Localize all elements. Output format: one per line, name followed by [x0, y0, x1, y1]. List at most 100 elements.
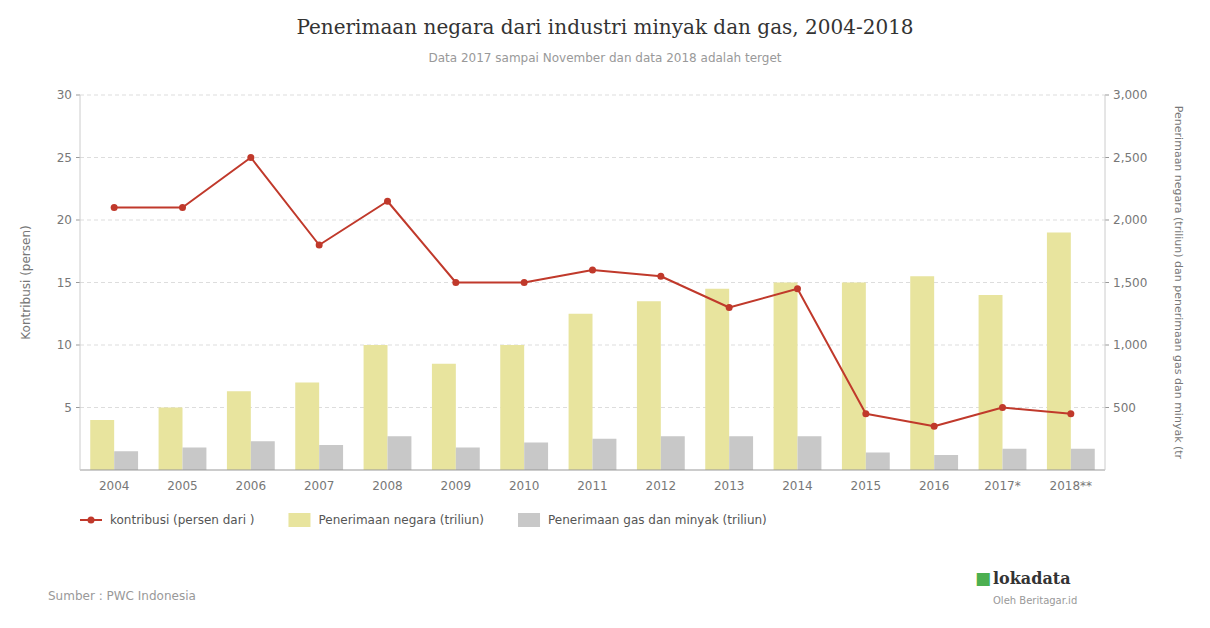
- y2-axis-line: [1105, 95, 1106, 470]
- bar: [432, 364, 456, 470]
- bar: [227, 391, 251, 470]
- bar: [500, 345, 524, 470]
- y-tick: [76, 407, 80, 408]
- line-marker: [316, 242, 323, 249]
- bar: [251, 441, 275, 470]
- y-tick-label: 15: [57, 276, 72, 290]
- bar: [388, 436, 412, 470]
- grid-line: [80, 157, 1105, 158]
- grid-line: [80, 95, 1105, 96]
- line-marker: [521, 279, 528, 286]
- x-tick-label: 2017*: [984, 479, 1021, 493]
- bar: [729, 436, 753, 470]
- y2-axis-label: Penerimaan negara (triliun) dan penerima…: [1172, 106, 1185, 460]
- grid-line: [80, 220, 1105, 221]
- y2-tick: [1105, 345, 1109, 346]
- bar: [1071, 449, 1095, 470]
- legend-swatch: [88, 517, 95, 524]
- bar: [979, 295, 1003, 470]
- y2-tick: [1105, 407, 1109, 408]
- legend-label: kontribusi (persen dari ): [110, 513, 254, 527]
- y2-tick: [1105, 95, 1109, 96]
- annotation: ■: [975, 568, 991, 588]
- bar-series: [114, 436, 1095, 470]
- bar: [159, 408, 183, 471]
- bar: [524, 443, 548, 471]
- y-tick-label: 25: [57, 151, 72, 165]
- x-tick-label: 2014: [782, 479, 813, 493]
- x-tick-label: 2012: [646, 479, 677, 493]
- line-marker: [794, 285, 801, 292]
- line-marker: [179, 204, 186, 211]
- title: Penerimaan negara dari industri minyak d…: [296, 15, 913, 39]
- y-tick: [76, 345, 80, 346]
- x-tick-label: 2018**: [1050, 479, 1093, 493]
- y-tick: [76, 220, 80, 221]
- line-marker: [452, 279, 459, 286]
- y-tick: [76, 157, 80, 158]
- x-tick-label: 2013: [714, 479, 745, 493]
- x-tick-label: 2010: [509, 479, 540, 493]
- annotation: Sumber : PWC Indonesia: [48, 589, 196, 603]
- legend-label: Penerimaan negara (triliun): [318, 513, 484, 527]
- legend-swatch: [518, 513, 540, 527]
- plot-area: [90, 154, 1095, 470]
- bar: [319, 445, 343, 470]
- line-marker: [862, 410, 869, 417]
- y2-tick-label: 3,000: [1113, 88, 1147, 102]
- bar: [910, 276, 934, 470]
- x-tick-label: 2011: [577, 479, 608, 493]
- annotation: Oleh Beritagar.id: [993, 595, 1077, 606]
- y-tick: [76, 95, 80, 96]
- bar: [456, 448, 480, 471]
- y-tick: [76, 282, 80, 283]
- line: [114, 158, 1071, 427]
- line-marker: [111, 204, 118, 211]
- y-tick-label: 10: [57, 338, 72, 352]
- y-axis-line: [80, 95, 81, 470]
- x-tick-label: 2004: [99, 479, 130, 493]
- line-marker: [726, 304, 733, 311]
- y2-tick-label: 1,500: [1113, 276, 1147, 290]
- annotation: lokadata: [993, 569, 1071, 588]
- x-tick-label: 2015: [851, 479, 882, 493]
- x-tick-label: 2006: [236, 479, 267, 493]
- line-marker: [589, 267, 596, 274]
- x-tick-label: 2016: [919, 479, 950, 493]
- bar: [1003, 449, 1027, 470]
- y2-tick-label: 2,000: [1113, 213, 1147, 227]
- bar: [774, 283, 798, 471]
- legend: kontribusi (persen dari ) Penerimaan nega…: [80, 513, 767, 527]
- y-tick-label: 20: [57, 213, 72, 227]
- y2-tick-label: 1,000: [1113, 338, 1147, 352]
- x-tick-label: 2007: [304, 479, 335, 493]
- bar-series: [90, 233, 1071, 471]
- bar: [866, 453, 890, 471]
- y2-tick: [1105, 282, 1109, 283]
- bar: [364, 345, 388, 470]
- y2-tick-label: 500: [1113, 401, 1136, 415]
- y2-tick: [1105, 157, 1109, 158]
- x-tick-label: 2009: [441, 479, 472, 493]
- line-marker: [931, 423, 938, 430]
- chart: Penerimaan negara dari industri minyak d…: [0, 0, 1210, 628]
- bar: [90, 420, 114, 470]
- bar: [183, 448, 207, 471]
- bar: [593, 439, 617, 470]
- bar: [569, 314, 593, 470]
- bar: [637, 301, 661, 470]
- legend-label: Penerimaan gas dan minyak (triliun): [548, 513, 767, 527]
- bar: [295, 383, 319, 471]
- line-marker: [1067, 410, 1074, 417]
- line-marker: [999, 404, 1006, 411]
- subtitle: Data 2017 sampai November dan data 2018 …: [428, 51, 781, 65]
- y-tick-label: 5: [64, 401, 72, 415]
- line-marker: [657, 273, 664, 280]
- bar: [661, 436, 685, 470]
- x-tick-label: 2005: [167, 479, 198, 493]
- y-tick-label: 30: [57, 88, 72, 102]
- line-marker: [247, 154, 254, 161]
- y-axis-label: Kontribusi (persen): [19, 225, 33, 339]
- bar: [934, 455, 958, 470]
- bar: [798, 436, 822, 470]
